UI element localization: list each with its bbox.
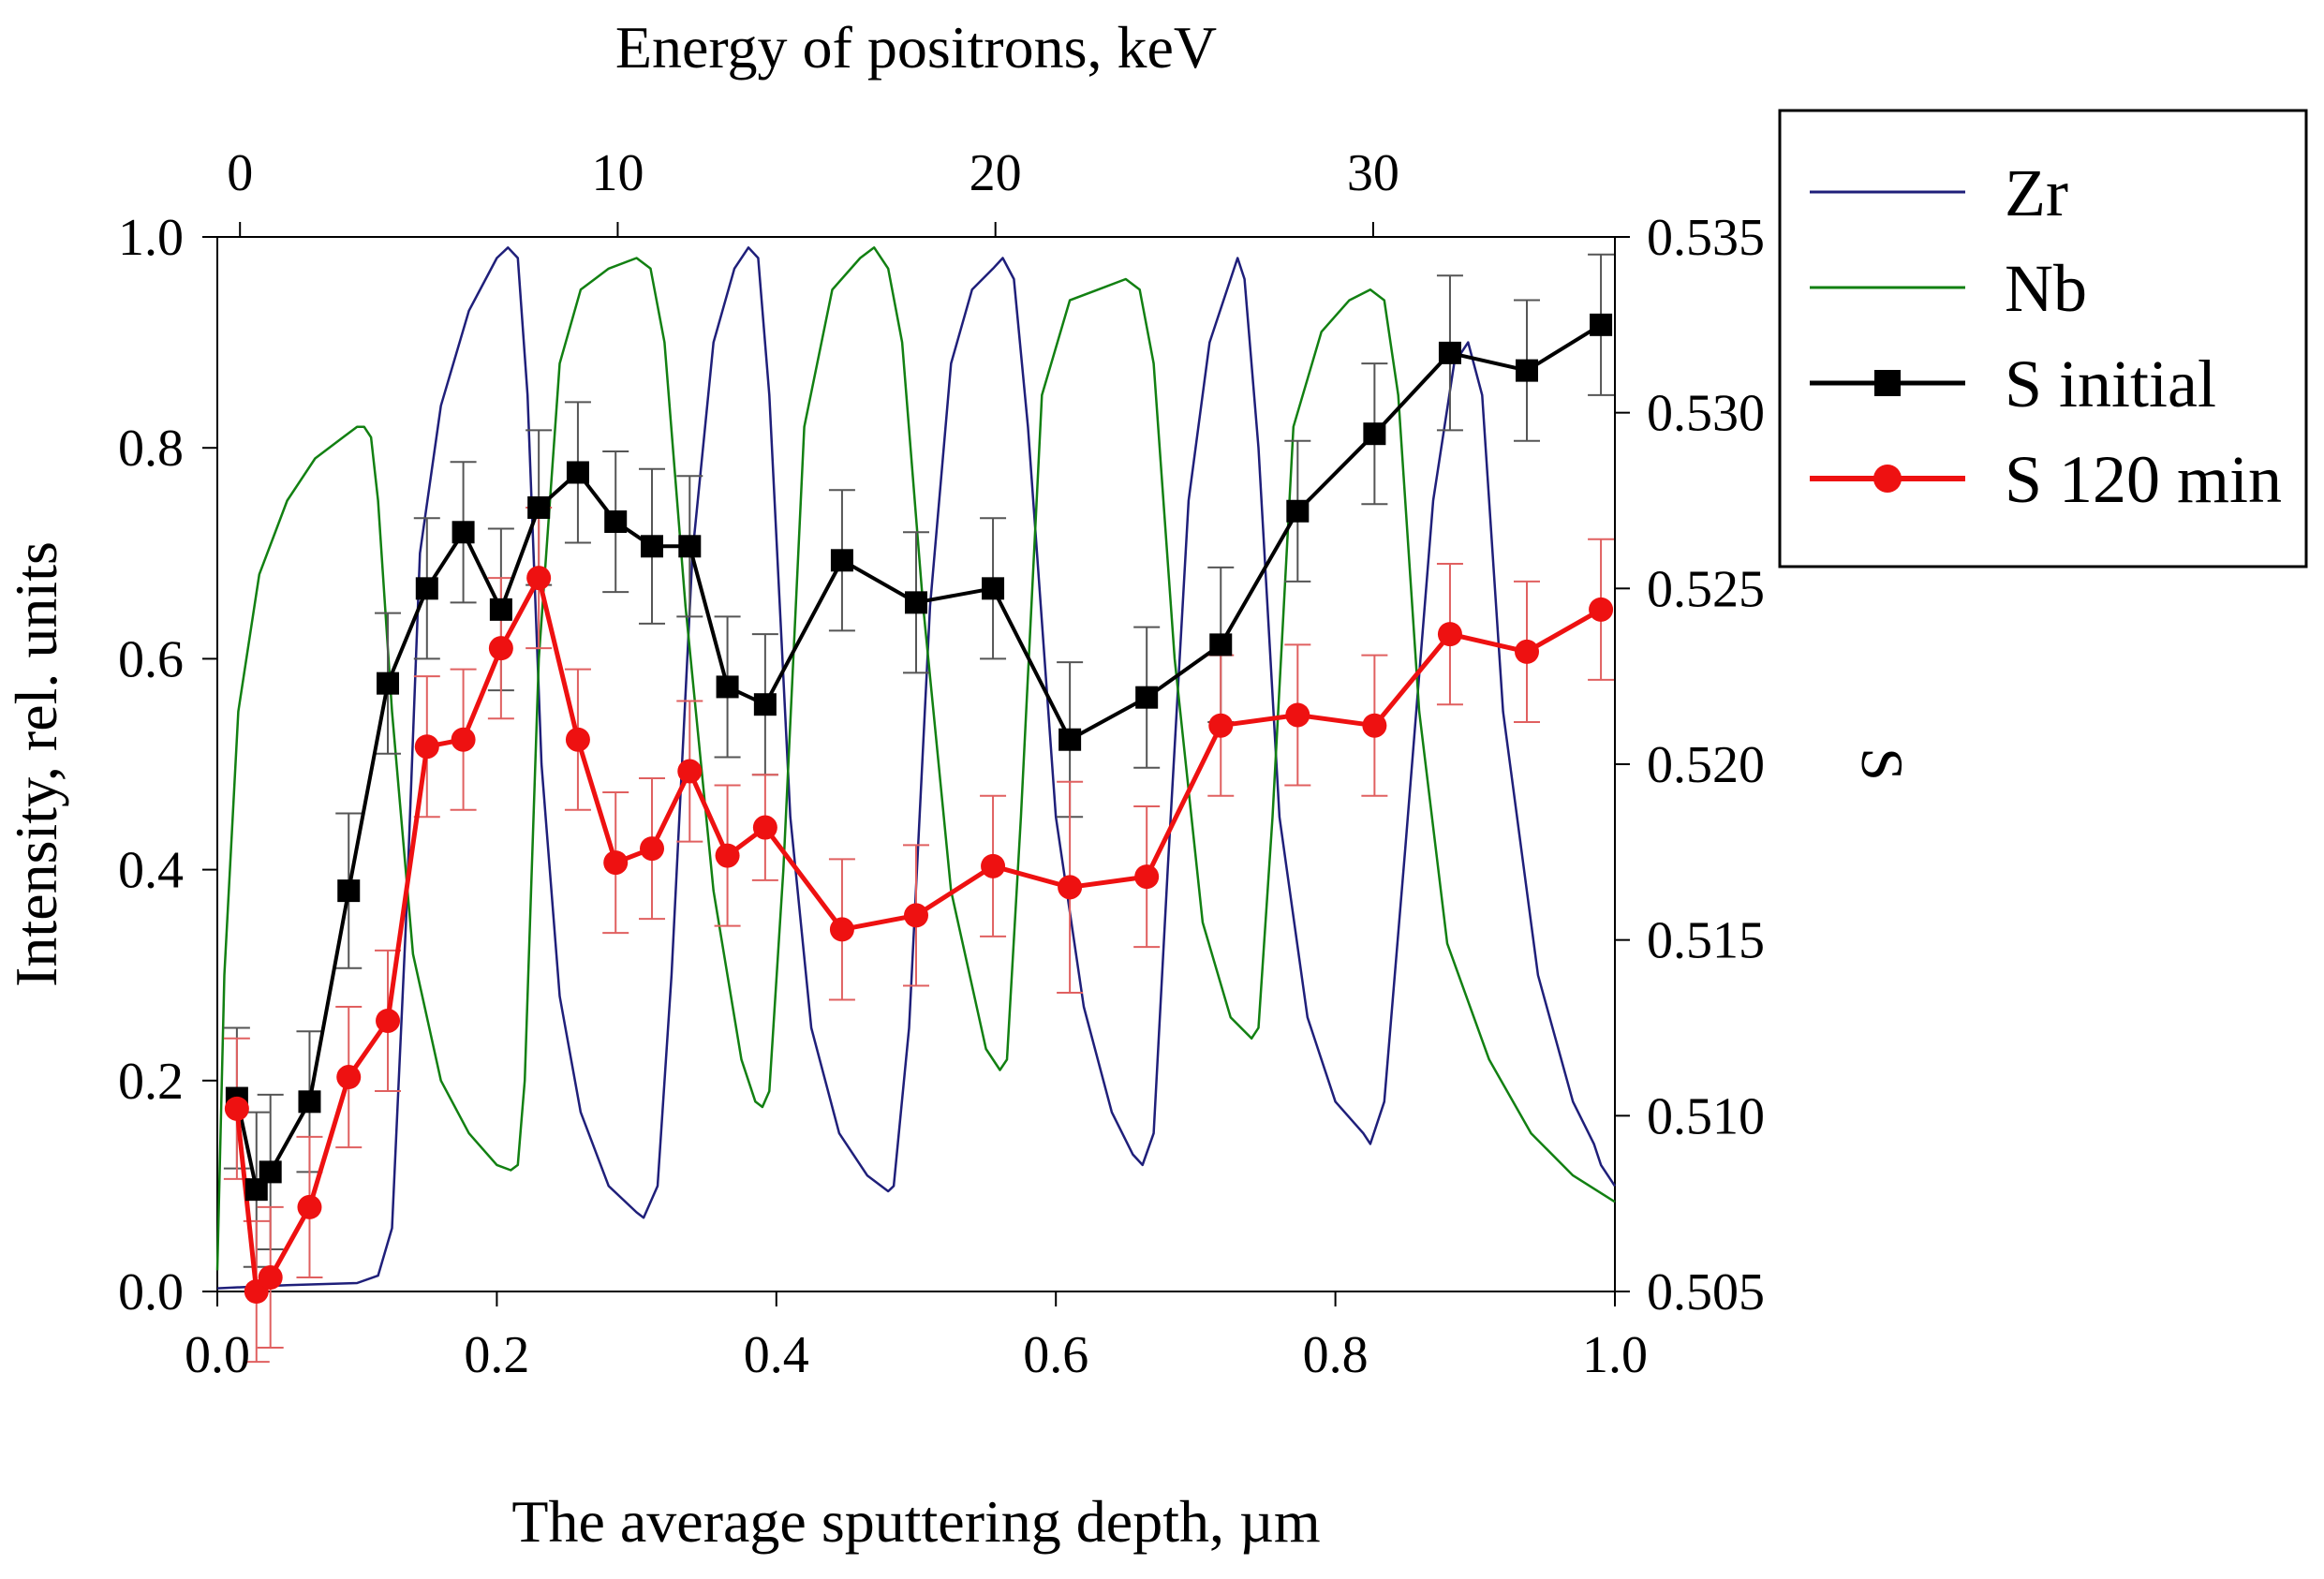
marker-s-initial [451,521,475,544]
marker-s-120-min [603,850,629,876]
y-left-tick-label: 0.6 [118,630,184,688]
marker-s-initial [337,879,361,903]
marker-s-initial [377,671,400,695]
x-tick-label: 0.8 [1303,1326,1369,1384]
marker-s-120-min [752,815,777,840]
marker-s-120-min [224,1096,249,1121]
marker-s-120-min [376,1008,401,1033]
marker-s-initial [982,577,1005,600]
legend-label-s-initial: S initial [2005,347,2216,421]
marker-s-initial [1590,313,1613,336]
marker-s-120-min [1134,864,1160,890]
legend-marker-s-120-min [1873,465,1902,493]
marker-s-initial [1058,728,1082,751]
marker-s-initial [415,577,438,600]
marker-s-initial [1516,359,1539,382]
marker-s-120-min [297,1194,322,1219]
marker-s-120-min [1362,713,1387,738]
marker-s-120-min [981,853,1006,878]
marker-s-120-min [414,734,439,760]
marker-s-initial [905,591,927,614]
marker-s-120-min [904,903,928,928]
line-s-initial [234,323,1603,1192]
marker-s-initial [1363,422,1386,446]
x-tick-label: 0.0 [185,1326,250,1384]
marker-s-initial [1209,633,1233,657]
marker-s-initial [830,549,853,572]
y-right-tick-label: 0.505 [1647,1263,1765,1321]
marker-s-initial [716,675,739,699]
y-right-axis-title: S [1849,747,1916,781]
marker-s-120-min [565,727,590,752]
marker-s-120-min [451,727,476,752]
y-right-tick-label: 0.515 [1647,912,1765,970]
axes: 0.0 0.2 0.4 0.6 0.8 1.0 0 10 20 30 0.0 0.2 0.4 0.6 0.8… [118,144,1765,1384]
marker-s-120-min [488,636,513,661]
legend-label-nb: Nb [2005,251,2087,326]
marker-s-120-min [1285,702,1310,728]
line-s-120-min [234,575,1603,1294]
y-left-tick-label: 0.4 [118,842,184,900]
y-right-tick-label: 0.525 [1647,560,1765,618]
y-left-tick-label: 1.0 [118,209,184,267]
marker-s-120-min [640,836,665,862]
marker-s-initial [489,598,512,621]
marker-s-initial [298,1090,321,1114]
curve-nb [215,246,1616,1271]
marker-s-120-min [336,1065,362,1090]
x-tick-label: 0.6 [1023,1326,1088,1384]
marker-s-initial [678,535,702,558]
marker-s-120-min [1437,622,1462,647]
x-top-tick-label: 30 [1347,144,1399,202]
x-axis-title: The average sputtering depth, µm [511,1488,1320,1555]
legend-box [1778,109,2308,568]
marker-s-120-min [258,1264,283,1290]
y-right-tick-label: 0.510 [1647,1087,1765,1145]
x-top-tick-label: 20 [970,144,1022,202]
y-left-axis-title: Intensity, rel. units [3,541,69,987]
y-left-tick-label: 0.8 [118,420,184,478]
marker-s-initial [1438,341,1461,364]
marker-s-120-min [1058,875,1083,900]
x-tick-label: 0.2 [464,1326,529,1384]
marker-s-120-min [526,566,552,591]
intensity-curves [215,246,1617,1290]
curve-zr [216,246,1617,1290]
marker-s-120-min [829,917,854,942]
y-right-tick-label: 0.530 [1647,385,1765,443]
marker-s-120-min [1589,597,1614,622]
x-tick-label: 0.4 [744,1326,809,1384]
marker-s-initial [1135,686,1159,709]
y-right-tick-label: 0.535 [1647,209,1765,267]
marker-s-initial [1286,499,1310,523]
marker-s-120-min [715,843,740,868]
legend-label-zr: Zr [2005,155,2068,230]
x-tick-label: 1.0 [1582,1326,1648,1384]
x-top-axis-title: Energy of positrons, keV [615,14,1217,81]
x-top-tick-label: 10 [591,144,644,202]
legend-marker-s-initial [1874,370,1901,396]
y-left-tick-label: 0.0 [118,1263,184,1321]
s-parameter-markers [224,313,1614,1304]
marker-s-initial [566,461,589,484]
marker-s-120-min [677,759,703,784]
marker-s-initial [527,496,551,520]
marker-s-120-min [1515,639,1540,664]
x-top-tick-label: 0 [227,144,253,202]
y-left-tick-label: 0.2 [118,1053,184,1111]
marker-s-initial [753,693,777,716]
y-right-tick-label: 0.520 [1647,736,1765,794]
legend-label-s-120-min: S 120 min [2005,442,2282,517]
legend: Zr Nb S initial S 120 min [1778,109,2308,568]
marker-s-initial [604,510,628,534]
marker-s-initial [259,1160,282,1184]
marker-s-120-min [1208,713,1234,738]
marker-s-initial [641,535,664,558]
